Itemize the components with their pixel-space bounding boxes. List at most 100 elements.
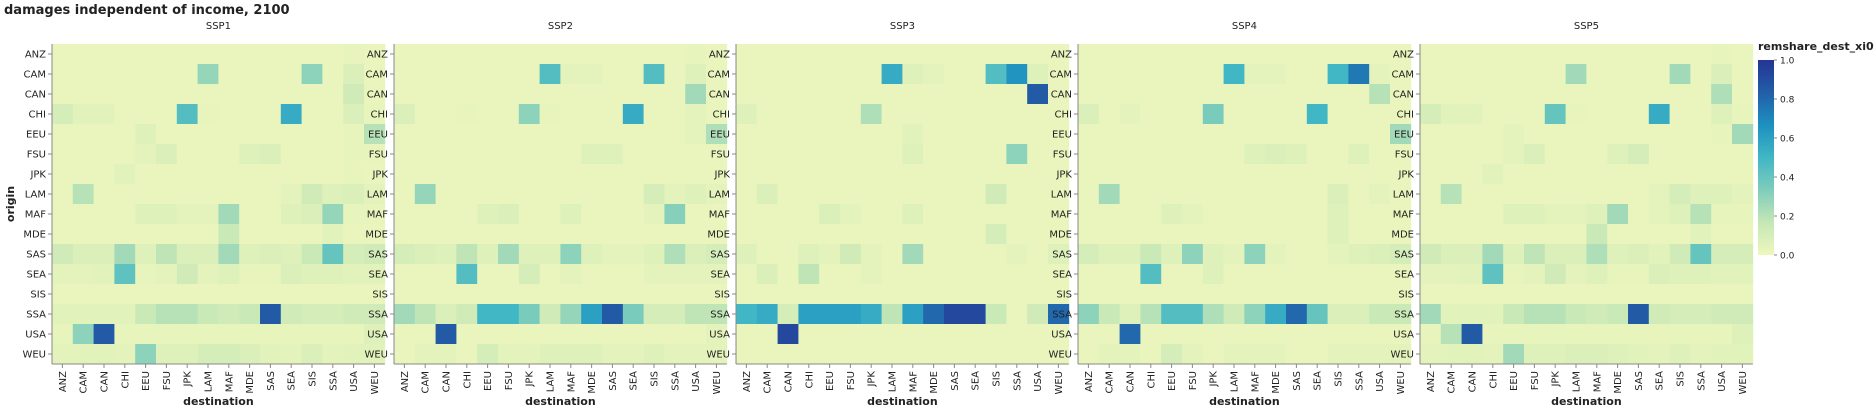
heatmap-cell — [1306, 144, 1328, 165]
heatmap-cell — [1524, 164, 1546, 185]
heatmap-cell — [1669, 164, 1691, 185]
heatmap-cell — [840, 44, 862, 65]
heatmap-cell — [1503, 184, 1525, 205]
heatmap-cell — [1711, 184, 1733, 205]
heatmap-cell — [622, 224, 644, 245]
heatmap-cell — [1202, 184, 1224, 205]
y-tick-label: FSU — [369, 150, 388, 161]
heatmap-cell — [1648, 264, 1670, 285]
heatmap-cell — [1390, 264, 1412, 285]
heatmap-cell — [1078, 64, 1100, 85]
heatmap-cell — [477, 184, 499, 205]
heatmap-cell — [456, 264, 478, 285]
heatmap-cell — [1669, 284, 1691, 305]
heatmap-cell — [664, 264, 686, 285]
heatmap-cell — [1711, 324, 1733, 345]
heatmap-cell — [518, 144, 540, 165]
panel-title: SSP1 — [206, 21, 231, 32]
heatmap-cell — [1524, 84, 1546, 105]
heatmap-cell — [1669, 264, 1691, 285]
heatmap-cell — [1711, 204, 1733, 225]
heatmap-cell — [756, 124, 778, 145]
heatmap-cell — [1482, 224, 1504, 245]
x-tick-label: SSA — [328, 371, 339, 391]
x-tick-label: SSA — [1012, 371, 1023, 391]
heatmap-cell — [414, 184, 436, 205]
heatmap-cell — [239, 244, 261, 265]
heatmap-cell — [964, 204, 986, 225]
heatmap-cell — [343, 244, 365, 265]
heatmap-cell — [93, 264, 115, 285]
y-tick-label: SEA — [1394, 270, 1414, 281]
heatmap-cell — [1440, 244, 1462, 265]
heatmap-cell — [1544, 344, 1566, 365]
heatmap-cell — [1390, 104, 1412, 125]
heatmap-cell — [72, 344, 94, 365]
heatmap-cell — [477, 164, 499, 185]
y-tick-label: FSU — [27, 150, 46, 161]
y-tick-label: SEA — [710, 270, 730, 281]
heatmap-cell — [902, 284, 924, 305]
heatmap-cell — [518, 304, 540, 325]
heatmap-cell — [1244, 44, 1266, 65]
heatmap-cell — [1544, 144, 1566, 165]
heatmap-cell — [364, 204, 386, 225]
heatmap-cell — [1161, 124, 1183, 145]
heatmap-cell — [944, 164, 966, 185]
heatmap-cell — [218, 204, 240, 225]
heatmap-cell — [944, 84, 966, 105]
heatmap-cell — [1098, 244, 1120, 265]
heatmap-cell — [1098, 204, 1120, 225]
heatmap-cell — [1390, 344, 1412, 365]
heatmap-cell — [964, 84, 986, 105]
heatmap-cell — [985, 244, 1007, 265]
heatmap-cell — [72, 304, 94, 325]
y-tick-label: SSA — [368, 310, 388, 321]
heatmap-cell — [902, 164, 924, 185]
heatmap-cell — [498, 84, 520, 105]
heatmap-cell — [394, 84, 416, 105]
heatmap-cell — [518, 44, 540, 65]
heatmap-cell — [456, 124, 478, 145]
heatmap-cell — [1524, 144, 1546, 165]
heatmap-cell — [1669, 224, 1691, 245]
heatmap-cell — [1369, 124, 1391, 145]
heatmap-cell — [1628, 224, 1650, 245]
heatmap-cell — [1390, 204, 1412, 225]
heatmap-cell — [923, 104, 945, 125]
heatmap-cell — [664, 204, 686, 225]
heatmap-cell — [52, 84, 74, 105]
y-tick-label: CAN — [1393, 90, 1414, 101]
heatmap-cell — [394, 204, 416, 225]
y-tick-label: MAF — [1051, 210, 1072, 221]
heatmap-cell — [135, 204, 157, 225]
heatmap-cell — [518, 64, 540, 85]
heatmap-cell — [985, 164, 1007, 185]
y-tick-label: SIS — [1056, 290, 1072, 301]
heatmap-cell — [622, 284, 644, 305]
heatmap-cell — [860, 304, 882, 325]
heatmap-cell — [1482, 184, 1504, 205]
heatmap-cell — [1348, 164, 1370, 185]
heatmap-cell — [364, 264, 386, 285]
heatmap-cell — [881, 344, 903, 365]
heatmap-cell — [52, 244, 74, 265]
heatmap-cell — [93, 104, 115, 125]
heatmap-cell — [1369, 264, 1391, 285]
heatmap-cell — [1182, 344, 1204, 365]
y-tick-label: LAM — [709, 190, 730, 201]
heatmap-cell — [456, 284, 478, 305]
heatmap-cell — [622, 264, 644, 285]
heatmap-cell — [364, 84, 386, 105]
y-tick-label: SIS — [1398, 290, 1414, 301]
heatmap-cell — [1048, 184, 1070, 205]
y-tick-label: LAM — [25, 190, 46, 201]
heatmap-cell — [1286, 244, 1308, 265]
heatmap-cell — [1732, 304, 1754, 325]
x-tick-label: SAS — [608, 371, 619, 391]
heatmap-cell — [52, 144, 74, 165]
heatmap-panels: SSP1 ANZ CAM CAN CHI EEU FSU JPK LAM MAF MDE SAS SEA… — [4, 21, 1754, 408]
heatmap-cell — [985, 204, 1007, 225]
heatmap-cell — [840, 184, 862, 205]
heatmap-cell — [1027, 264, 1049, 285]
